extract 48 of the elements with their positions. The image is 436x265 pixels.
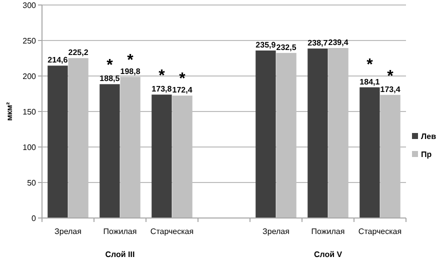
bar <box>120 76 140 218</box>
y-tick-label: 200 <box>22 72 37 81</box>
x-axis-title: Слой III <box>105 250 135 259</box>
data-label: 173,4 <box>380 84 401 94</box>
data-label: 173,8 <box>152 84 172 94</box>
data-label: 239,4 <box>328 38 349 48</box>
data-label: 184,1 <box>360 77 380 86</box>
x-tick-label: Пожилая <box>103 227 137 236</box>
bar <box>308 48 328 218</box>
y-tick-label: 0 <box>32 214 37 223</box>
x-tick-label: Старческая <box>358 227 402 236</box>
data-label: 198,8 <box>120 66 141 76</box>
annotation: * <box>158 68 166 85</box>
data-label: 238,7 <box>308 38 328 48</box>
x-tick-label: Старческая <box>150 227 194 236</box>
x-tick-label: Зрелая <box>54 227 82 236</box>
annotation: * <box>366 56 374 74</box>
annotation: * <box>127 52 134 69</box>
bar <box>360 87 380 218</box>
y-tick-label: 50 <box>27 178 37 188</box>
legend-label: Пр <box>421 150 432 159</box>
bar <box>380 94 400 218</box>
bar <box>256 50 276 218</box>
data-label: 235,9 <box>256 40 276 50</box>
annotation: * <box>106 57 114 74</box>
legend-label: Лев <box>421 132 436 141</box>
y-tick-label: 150 <box>22 108 37 116</box>
bar <box>48 66 68 218</box>
data-label: 188,5 <box>100 74 120 84</box>
bar <box>172 96 192 218</box>
bar <box>276 52 296 218</box>
annotation: * <box>387 68 394 85</box>
data-label: 232,5 <box>276 42 297 52</box>
annotation: * <box>179 70 186 88</box>
y-tick-label: 300 <box>22 1 37 10</box>
data-label: 214,6 <box>48 56 68 65</box>
x-axis-title: Слой V <box>314 250 343 259</box>
y-axis-title: мкм² <box>5 102 14 121</box>
x-tick-label: Пожилая <box>311 227 345 236</box>
data-label: 172,4 <box>172 86 193 95</box>
y-tick-label: 250 <box>22 36 37 46</box>
y-tick-label: 100 <box>22 143 37 152</box>
bar <box>100 84 120 218</box>
bar <box>328 48 348 218</box>
bar <box>68 58 88 218</box>
bar <box>152 94 172 218</box>
data-label: 225,2 <box>68 48 89 58</box>
x-tick-label: Зрелая <box>262 227 290 236</box>
